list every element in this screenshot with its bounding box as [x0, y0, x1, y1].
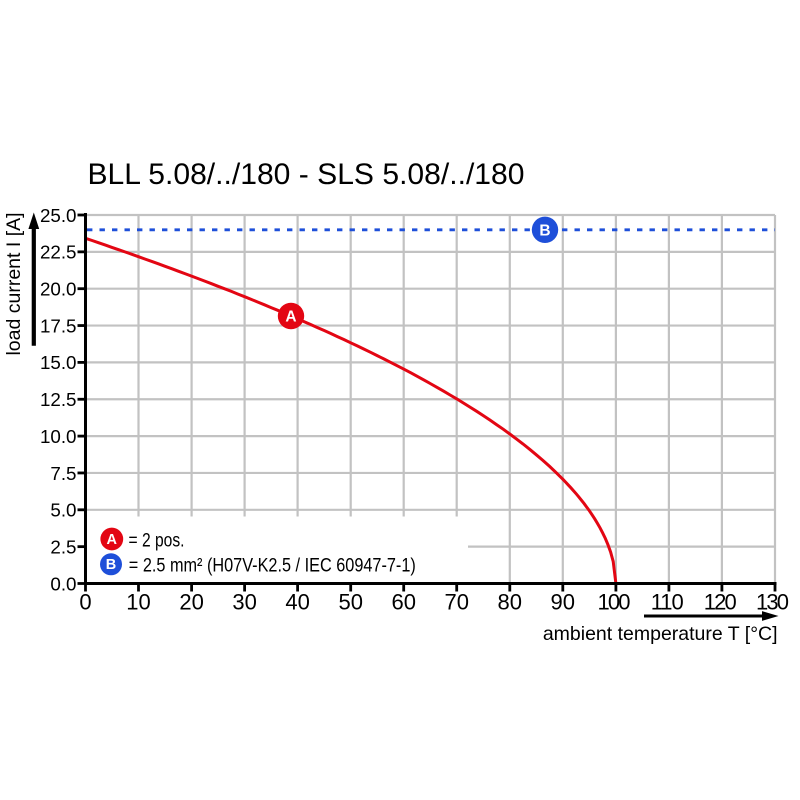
svg-text:7.5: 7.5 [50, 463, 76, 484]
svg-text:A: A [285, 309, 296, 326]
svg-text:90: 90 [551, 589, 576, 614]
svg-text:70: 70 [444, 589, 469, 614]
svg-text:B: B [106, 557, 116, 573]
svg-text:A: A [107, 532, 118, 548]
svg-text:load current I [A]: load current I [A] [3, 212, 25, 355]
svg-text:20: 20 [179, 589, 204, 614]
svg-text:80: 80 [498, 589, 523, 614]
svg-text:12.5: 12.5 [40, 389, 77, 410]
svg-text:20.0: 20.0 [40, 279, 77, 300]
svg-text:22.5: 22.5 [40, 242, 77, 263]
svg-text:0.0: 0.0 [50, 573, 76, 594]
svg-text:60: 60 [391, 589, 416, 614]
svg-text:10: 10 [126, 589, 151, 614]
svg-text:BLL 5.08/../180 - SLS 5.08/../: BLL 5.08/../180 - SLS 5.08/../180 [88, 158, 525, 191]
svg-text:100: 100 [598, 589, 631, 614]
svg-text:30: 30 [232, 589, 257, 614]
svg-text:17.5: 17.5 [40, 315, 77, 336]
svg-text:5.0: 5.0 [50, 500, 76, 521]
svg-text:= 2 pos.: = 2 pos. [129, 531, 185, 552]
svg-text:ambient temperature T [°C]: ambient temperature T [°C] [543, 623, 778, 645]
svg-text:0: 0 [79, 589, 91, 614]
svg-text:15.0: 15.0 [40, 352, 77, 373]
svg-text:110: 110 [651, 589, 684, 614]
svg-text:120: 120 [704, 589, 737, 614]
svg-text:130: 130 [756, 589, 789, 614]
svg-text:50: 50 [338, 589, 363, 614]
svg-text:= 2.5 mm² (H07V-K2.5 / IEC 609: = 2.5 mm² (H07V-K2.5 / IEC 60947-7-1) [129, 556, 416, 577]
svg-text:B: B [539, 222, 550, 239]
svg-text:2.5: 2.5 [50, 536, 76, 557]
svg-text:10.0: 10.0 [40, 426, 77, 447]
svg-text:40: 40 [285, 589, 310, 614]
svg-text:25.0: 25.0 [40, 205, 77, 226]
